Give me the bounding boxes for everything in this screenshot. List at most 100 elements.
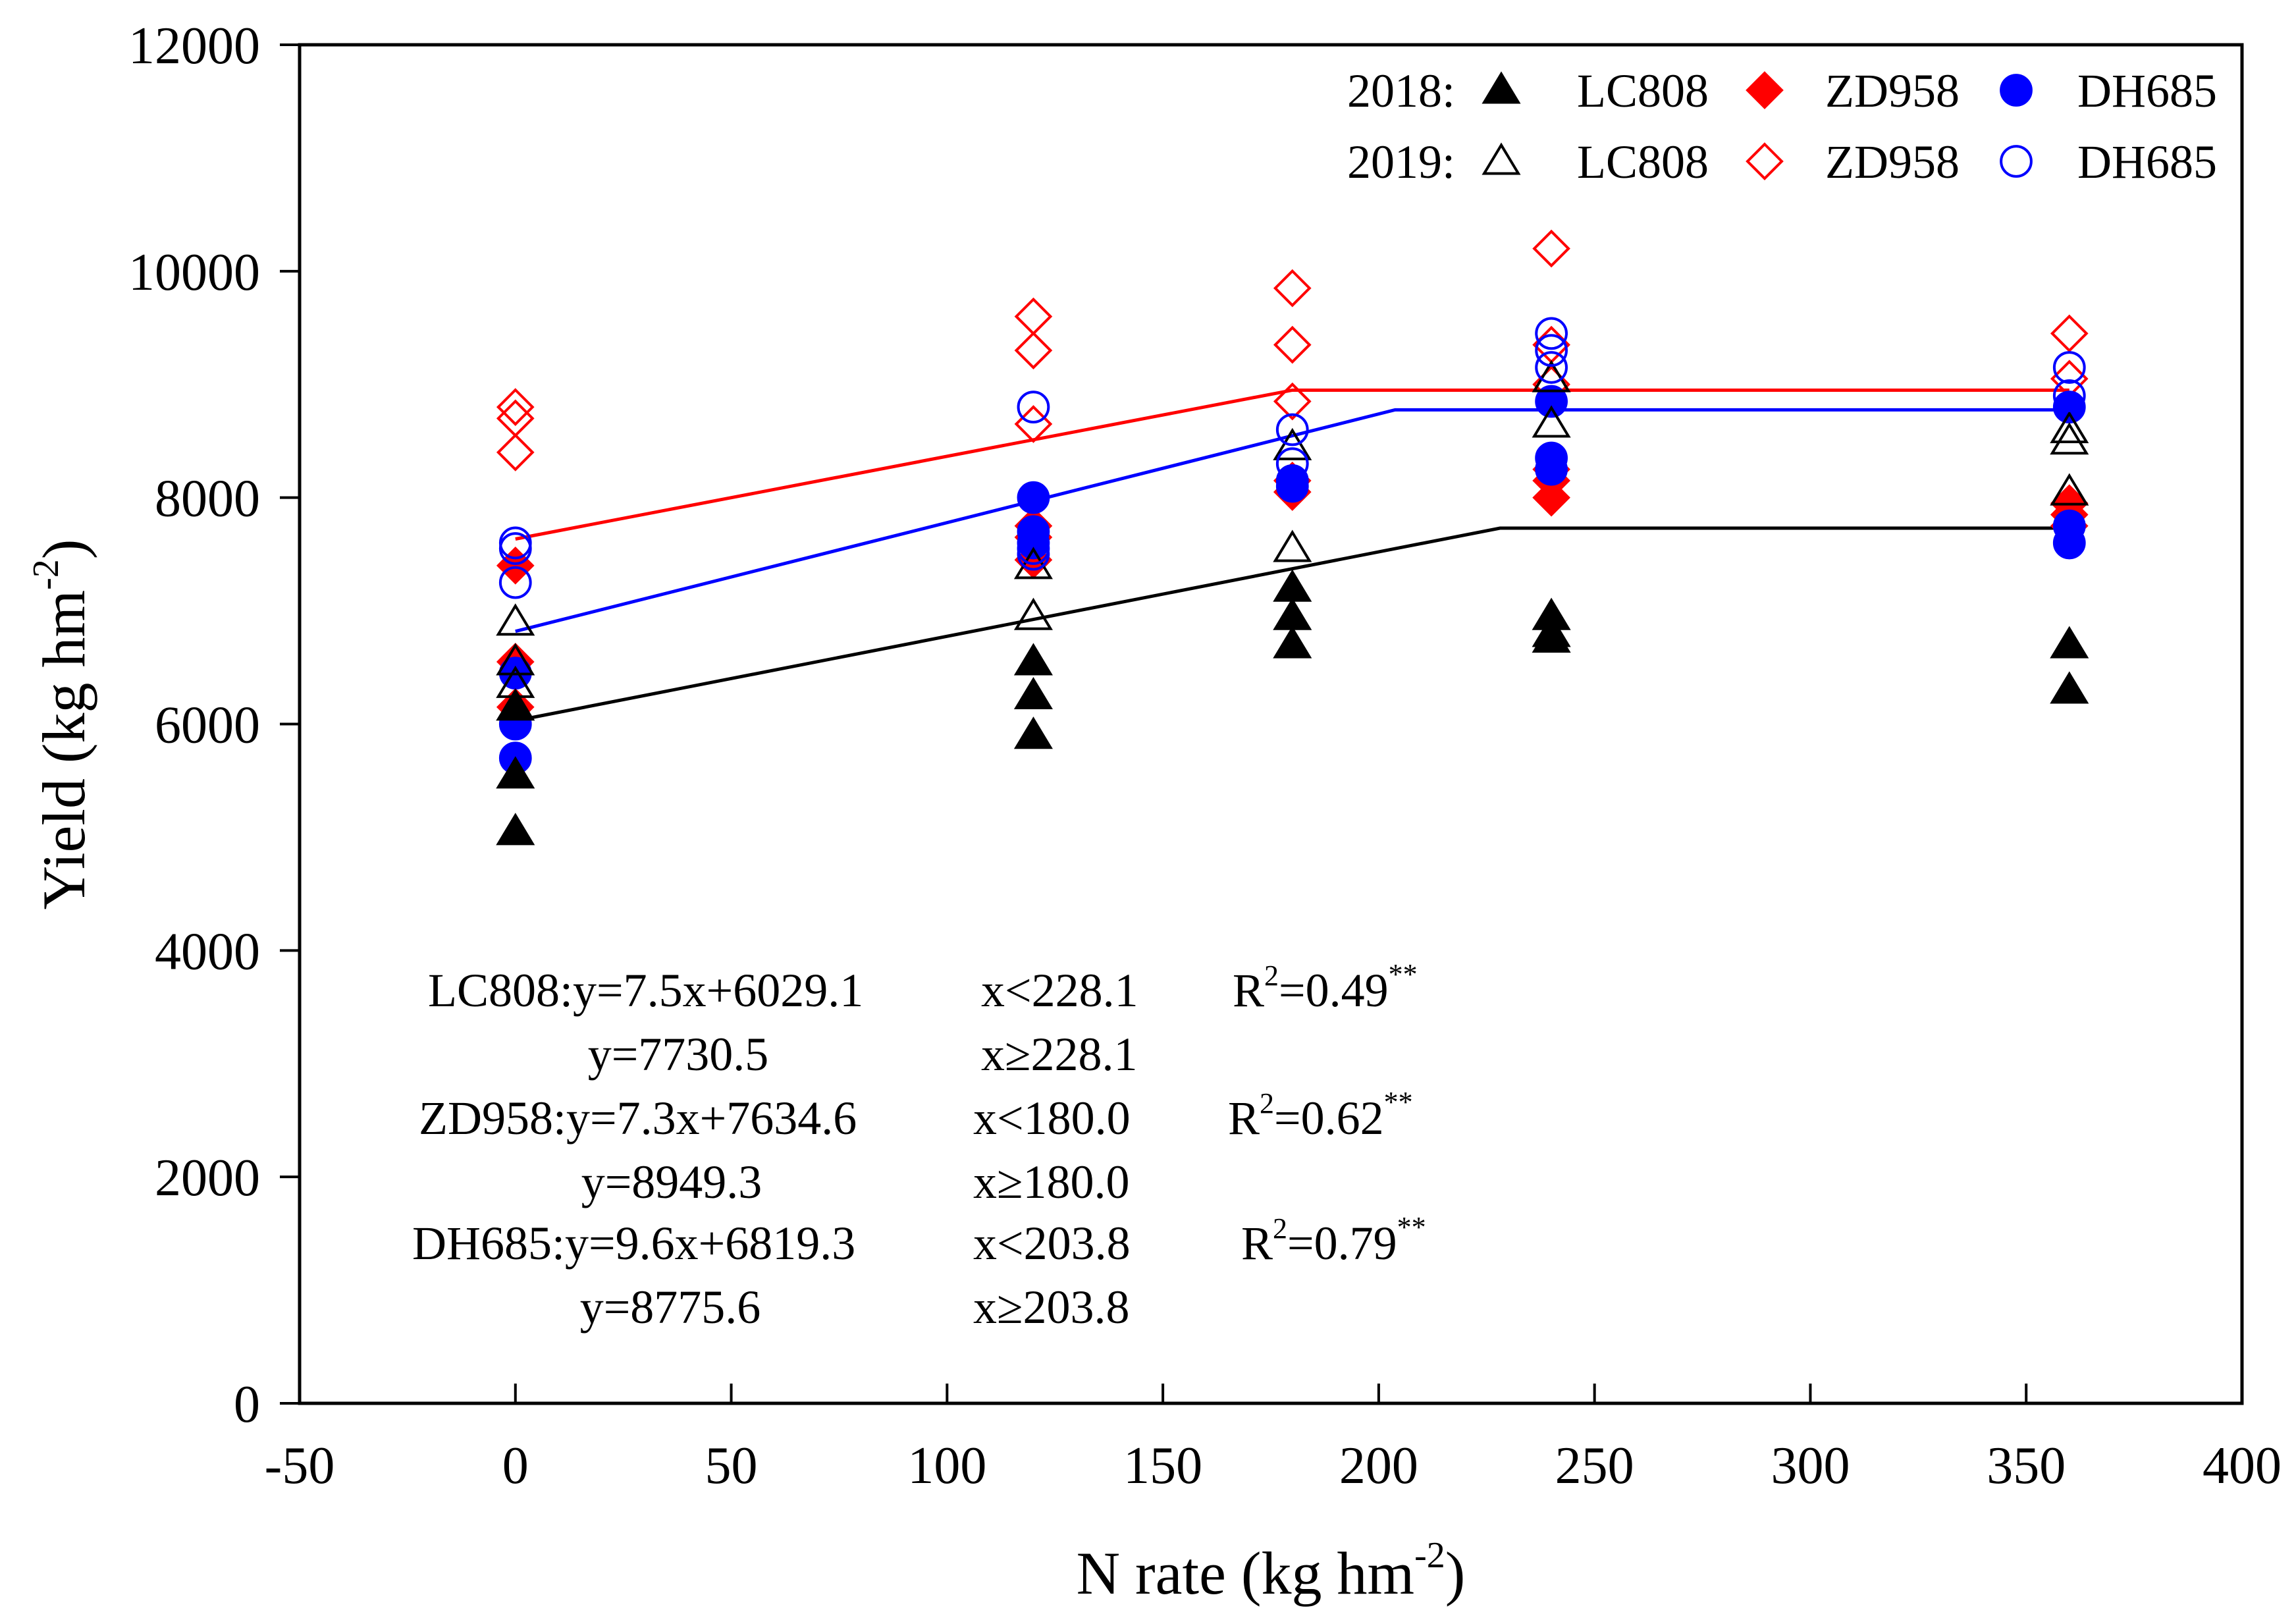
point-lc808-2018 (496, 756, 535, 789)
equation-condition-below: x<228.1 (981, 964, 1138, 1017)
point-lc808-2018 (1013, 676, 1053, 710)
point-dh685-2019 (1535, 334, 1568, 367)
y-tick-label: 4000 (155, 923, 260, 981)
x-tick-label: 250 (1555, 1437, 1634, 1495)
point-dh685-2019 (1535, 351, 1568, 384)
equation-condition-below: x<203.8 (973, 1217, 1131, 1270)
point-dh685-2019 (1275, 413, 1309, 446)
data-points (496, 229, 2089, 846)
equation-plateau: y=8949.3 (581, 1156, 762, 1208)
y-axis: 0 2000 4000 6000 8000 10000 12000 (128, 17, 300, 1434)
y-tick-label: 2000 (155, 1149, 260, 1207)
point-lc808-2018 (1532, 620, 1571, 653)
point-zd958-2019 (496, 433, 535, 472)
x-axis: -50 0 50 100 150 200 250 300 350 400 (265, 1384, 2282, 1495)
equation-r-squared: R2=0.49** (1233, 958, 1418, 1017)
point-lc808-2019 (496, 603, 535, 636)
point-lc808-2019 (1273, 427, 1312, 460)
fit-equations: LC808: y=7.5x+6029.1 x<228.1 R2=0.49** y=773… (412, 958, 1426, 1334)
point-lc808-2018 (1013, 716, 1053, 749)
legend-marker-dh685 (2000, 74, 2033, 107)
x-tick-label: 50 (705, 1437, 758, 1495)
legend-year-label: 2019: (1347, 136, 1455, 188)
point-zd958-2019 (1014, 331, 1053, 370)
point-lc808-2018 (2050, 671, 2089, 704)
equation-condition-below: x<180.0 (973, 1092, 1131, 1145)
point-dh685-2018 (1275, 464, 1309, 497)
equation-name: LC808: (428, 964, 573, 1017)
point-dh685-2018 (2052, 391, 2086, 424)
x-axis-label-exponent: -2 (1414, 1535, 1445, 1576)
equation-plateau: y=8775.6 (580, 1281, 761, 1334)
point-lc808-2018 (496, 688, 535, 721)
equation-linear: y=7.3x+7634.6 (566, 1092, 857, 1145)
legend-label-dh685: DH685 (2077, 136, 2217, 188)
x-tick-label: 400 (2203, 1437, 2282, 1495)
point-dh685-2018 (1535, 385, 1568, 418)
point-zd958-2019 (1532, 229, 1570, 268)
legend-label-lc808: LC808 (1577, 65, 1709, 117)
y-axis-label-exponent: -2 (26, 559, 67, 590)
point-lc808-2018 (2050, 626, 2089, 659)
equation-condition-above: x≥180.0 (973, 1156, 1130, 1208)
point-lc808-2019 (1013, 547, 1053, 580)
point-zd958-2019 (1273, 325, 1312, 364)
x-tick-label: 150 (1123, 1437, 1202, 1495)
y-tick-label: 8000 (155, 470, 260, 528)
legend-marker-lc808 (1482, 71, 1521, 104)
legend-label-zd958: ZD958 (1825, 65, 1960, 117)
y-tick-label: 12000 (128, 17, 260, 75)
legend-marker-lc808 (1482, 142, 1521, 175)
point-lc808-2018 (1273, 626, 1312, 659)
y-tick-label: 0 (234, 1376, 260, 1434)
y-tick-label: 10000 (128, 244, 260, 302)
point-dh685-2019 (2052, 379, 2086, 412)
equation-r-squared: R2=0.79** (1241, 1211, 1426, 1270)
point-lc808-2019 (1532, 360, 1571, 392)
point-dh685-2019 (1017, 537, 1050, 571)
legend-label-zd958: ZD958 (1825, 136, 1960, 188)
equation-name: ZD958: (419, 1092, 566, 1145)
fit-lines (515, 388, 2069, 722)
point-dh685-2018 (1017, 481, 1050, 514)
x-tick-label: 300 (1771, 1437, 1850, 1495)
x-tick-label: -50 (265, 1437, 335, 1495)
point-lc808-2019 (1273, 529, 1312, 562)
point-zd958-2019 (2050, 314, 2089, 353)
point-dh685-2019 (1017, 391, 1050, 424)
point-zd958-2019 (1273, 269, 1312, 308)
x-axis-label: N rate (kg hm-2) (1077, 1535, 1466, 1607)
equation-condition-above: x≥228.1 (981, 1028, 1138, 1081)
point-lc808-2018 (496, 813, 535, 846)
y-tick-label: 6000 (155, 697, 260, 755)
y-axis-label: Yield (kg hm-2) (26, 539, 97, 910)
point-lc808-2019 (496, 643, 535, 676)
legend: 2018: LC808 ZD958 DH685 2019: LC808 ZD958 DH685 (1347, 65, 2217, 188)
point-lc808-2019 (2050, 473, 2089, 506)
point-dh685-2019 (2052, 351, 2086, 384)
fit-line-dh685 (515, 408, 2069, 634)
equation-plateau: y=7730.5 (588, 1028, 769, 1081)
fit-line-lc808 (515, 526, 2069, 722)
point-lc808-2019 (1013, 597, 1053, 630)
point-lc808-2019 (2050, 422, 2089, 455)
legend-marker-dh685 (2000, 145, 2033, 178)
legend-marker-zd958 (1746, 142, 1784, 180)
point-zd958-2019 (1273, 382, 1312, 421)
x-tick-label: 0 (502, 1437, 529, 1495)
equation-condition-above: x≥203.8 (973, 1281, 1130, 1334)
equation-r-squared: R2=0.62** (1228, 1086, 1413, 1145)
equation-linear: y=7.5x+6029.1 (573, 964, 863, 1017)
point-dh685-2019 (498, 532, 532, 565)
legend-label-dh685: DH685 (2077, 65, 2217, 117)
legend-marker-zd958 (1746, 71, 1784, 109)
legend-label-lc808: LC808 (1577, 136, 1709, 188)
point-lc808-2018 (1013, 643, 1053, 676)
point-lc808-2019 (1532, 405, 1571, 438)
x-tick-label: 350 (1987, 1437, 2066, 1495)
point-dh685-2019 (498, 566, 532, 599)
point-dh685-2018 (2052, 526, 2086, 560)
equation-linear: y=9.6x+6819.3 (565, 1217, 855, 1270)
